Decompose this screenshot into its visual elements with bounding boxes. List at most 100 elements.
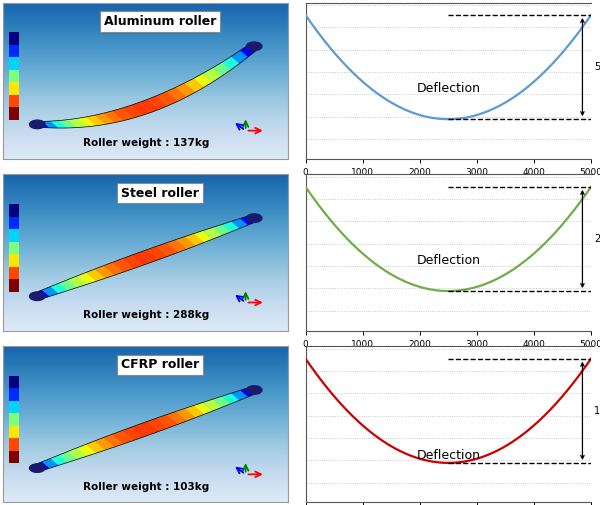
Polygon shape	[203, 399, 223, 411]
Polygon shape	[103, 263, 123, 275]
Polygon shape	[213, 396, 231, 407]
Polygon shape	[59, 120, 77, 128]
Polygon shape	[50, 121, 68, 128]
Polygon shape	[130, 424, 151, 437]
Polygon shape	[203, 227, 223, 239]
Bar	[9, 70, 19, 82]
Text: Roller weight : 103kg: Roller weight : 103kg	[83, 482, 209, 492]
Polygon shape	[213, 62, 231, 76]
Bar	[9, 438, 19, 451]
Polygon shape	[185, 406, 204, 418]
Polygon shape	[34, 290, 50, 299]
Polygon shape	[122, 428, 142, 440]
Text: Deflection: Deflection	[416, 254, 480, 267]
Polygon shape	[130, 252, 151, 266]
Polygon shape	[77, 444, 97, 456]
Circle shape	[247, 42, 262, 50]
Polygon shape	[240, 43, 258, 57]
Polygon shape	[86, 115, 106, 126]
Text: Deflection: Deflection	[416, 449, 480, 462]
Bar	[9, 95, 19, 107]
Polygon shape	[94, 438, 114, 450]
Bar	[9, 241, 19, 254]
Polygon shape	[148, 246, 169, 259]
Polygon shape	[139, 421, 160, 434]
Polygon shape	[59, 280, 77, 290]
Polygon shape	[139, 99, 160, 113]
Polygon shape	[34, 462, 50, 471]
Polygon shape	[130, 103, 151, 115]
Polygon shape	[222, 57, 239, 70]
Polygon shape	[231, 390, 248, 400]
Bar	[9, 254, 19, 267]
Polygon shape	[231, 219, 248, 228]
Polygon shape	[148, 418, 169, 431]
Bar	[9, 217, 19, 229]
Polygon shape	[86, 441, 106, 453]
Text: Aluminum roller: Aluminum roller	[104, 15, 216, 28]
Polygon shape	[240, 215, 258, 225]
Polygon shape	[122, 106, 142, 118]
Bar	[9, 376, 19, 388]
Bar	[9, 107, 19, 120]
Circle shape	[247, 386, 262, 394]
Polygon shape	[50, 283, 68, 293]
Polygon shape	[203, 68, 223, 82]
Bar	[9, 229, 19, 241]
Polygon shape	[213, 224, 231, 235]
Polygon shape	[139, 249, 160, 263]
Circle shape	[29, 292, 45, 300]
Text: 1.4mm: 1.4mm	[594, 406, 600, 416]
Polygon shape	[103, 434, 123, 447]
Polygon shape	[148, 96, 169, 109]
Polygon shape	[240, 387, 258, 397]
Circle shape	[29, 120, 45, 129]
Polygon shape	[231, 50, 248, 64]
Polygon shape	[34, 121, 50, 128]
Polygon shape	[157, 415, 178, 428]
Bar	[9, 32, 19, 45]
Polygon shape	[176, 83, 196, 96]
Polygon shape	[167, 412, 187, 424]
Bar	[9, 45, 19, 57]
Polygon shape	[157, 243, 178, 256]
Polygon shape	[77, 117, 97, 127]
Circle shape	[247, 214, 262, 222]
Bar	[9, 204, 19, 217]
Polygon shape	[222, 222, 239, 232]
Polygon shape	[157, 91, 178, 106]
Polygon shape	[194, 74, 212, 87]
Text: 5.4mm: 5.4mm	[594, 62, 600, 72]
Polygon shape	[194, 231, 212, 242]
Polygon shape	[222, 393, 239, 403]
Polygon shape	[103, 111, 123, 123]
Polygon shape	[94, 266, 114, 278]
Polygon shape	[185, 78, 204, 92]
Polygon shape	[194, 402, 212, 414]
Polygon shape	[86, 269, 106, 281]
Text: Steel roller: Steel roller	[121, 187, 199, 199]
Bar	[9, 267, 19, 279]
Polygon shape	[122, 256, 142, 269]
Polygon shape	[112, 431, 133, 444]
Polygon shape	[59, 451, 77, 463]
Bar	[9, 451, 19, 464]
Polygon shape	[112, 259, 133, 272]
Bar	[9, 414, 19, 426]
Text: Deflection: Deflection	[416, 82, 480, 95]
Polygon shape	[42, 459, 59, 468]
Polygon shape	[176, 237, 196, 249]
Polygon shape	[167, 87, 187, 101]
Polygon shape	[176, 409, 196, 421]
Bar	[9, 388, 19, 401]
Bar	[9, 426, 19, 438]
Bar	[9, 57, 19, 70]
Polygon shape	[77, 273, 97, 284]
Bar	[9, 279, 19, 291]
Polygon shape	[185, 234, 204, 246]
Bar	[9, 82, 19, 95]
Polygon shape	[67, 276, 88, 288]
Polygon shape	[42, 286, 59, 296]
Polygon shape	[42, 121, 59, 128]
Polygon shape	[112, 108, 133, 121]
